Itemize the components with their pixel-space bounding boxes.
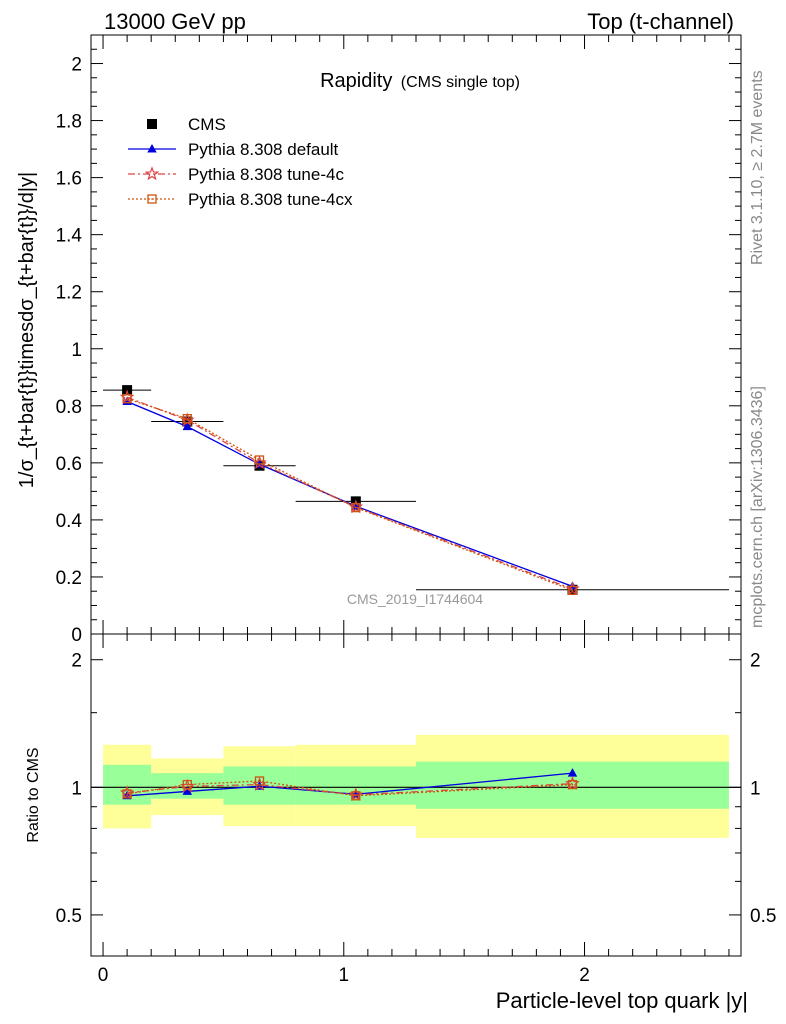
series-point-marker-center xyxy=(186,417,189,420)
ratio-point-marker xyxy=(182,786,193,795)
ratio-point-marker-center xyxy=(258,780,261,782)
x-axis-label: Particle-level top quark |y| xyxy=(496,988,748,1013)
legend-marker xyxy=(147,194,157,204)
ratio-y-tick-label: 2 xyxy=(71,651,82,672)
main-plot-content xyxy=(103,385,729,596)
mcplots-label: mcplots.cern.ch [arXiv:1306.3436] xyxy=(749,386,766,628)
legend-marker xyxy=(147,144,157,153)
ratio-y-tick-label-right: 0.5 xyxy=(750,906,776,927)
series-3 xyxy=(122,394,578,596)
plot-title-sub: (CMS single top) xyxy=(401,74,520,91)
main-y-tick-label: 1.2 xyxy=(56,283,82,304)
legend-item: CMS xyxy=(147,115,226,134)
main-y-tick-label: 0.2 xyxy=(56,568,82,589)
main-y-tick-label: 0.4 xyxy=(56,511,83,532)
ratio-plot-panel: 0.5 0.5 1 1 2 2 0 1 2 Ratio to CMS Particle-lev… xyxy=(25,633,777,1013)
plot-title-main: Rapidity xyxy=(320,70,392,92)
main-y-tick-label: 1.8 xyxy=(56,112,82,133)
main-y-tick-label: 0 xyxy=(71,625,82,646)
ratio-series-2 xyxy=(122,776,578,801)
series-point-marker xyxy=(351,502,361,513)
series-point-marker-center xyxy=(258,459,261,461)
main-y-axis-label: 1/σ_{t+bar{t}}timesdσ_{t+bar{t}}/d|y| xyxy=(16,172,38,488)
ratio-x-tick-label: 2 xyxy=(579,965,590,986)
main-plot-panel: 0 0.2 0.4 0.6 0.8 1 1.2 1.4 1.6 1.8 2 Rapidity (CM… xyxy=(16,34,742,646)
data-point-marker xyxy=(182,416,193,427)
ratio-plot-content xyxy=(91,768,741,802)
header-right: Top (t-channel) xyxy=(587,9,734,34)
series-point-marker xyxy=(122,394,132,404)
ratio-y-axis: 0.5 0.5 1 1 2 2 xyxy=(56,651,777,927)
ratio-point-marker xyxy=(254,776,265,786)
series-point-marker-center xyxy=(571,589,574,592)
legend-label: Pythia 8.308 tune-4cx xyxy=(188,190,353,209)
ratio-x-tick-label: 0 xyxy=(98,965,109,986)
ratio-point-marker xyxy=(351,791,361,801)
plot-title: Rapidity (CMS single top) xyxy=(320,70,520,92)
main-x-ticks xyxy=(102,35,730,634)
legend-label: Pythia 8.308 tune-4c xyxy=(188,165,344,184)
ratio-y-axis-label: Ratio to CMS xyxy=(25,747,42,842)
ratio-point-marker-center xyxy=(186,783,189,786)
series-point-marker xyxy=(254,455,265,465)
main-y-tick-label: 1.4 xyxy=(56,226,83,247)
ratio-point-marker-center xyxy=(571,783,574,786)
series-point-marker-center xyxy=(126,397,128,400)
ratio-inner-band xyxy=(295,766,416,805)
ratio-x-axis: 0 1 2 xyxy=(98,634,730,986)
ratio-y-tick-label: 0.5 xyxy=(56,906,82,927)
rivet-label: Rivet 3.1.10, ≥ 2.7M events xyxy=(749,70,766,265)
legend-label: CMS xyxy=(188,115,226,134)
legend: CMS Pythia 8.308 default Pythia 8.308 tune… xyxy=(128,115,353,209)
ratio-point-marker-center xyxy=(126,793,128,795)
main-y-tick-label: 1.6 xyxy=(56,169,82,190)
ratio-point-marker-center xyxy=(355,795,357,797)
legend-marker-center xyxy=(151,198,153,200)
header-left: 13000 GeV pp xyxy=(104,9,246,34)
series-point-marker xyxy=(182,413,192,424)
legend-item: Pythia 8.308 default xyxy=(128,140,339,159)
ratio-x-tick-label: 1 xyxy=(338,965,349,986)
legend-item: Pythia 8.308 tune-4c xyxy=(128,165,344,184)
analysis-watermark: CMS_2019_I1744604 xyxy=(347,591,483,607)
main-y-tick-label: 1 xyxy=(71,340,82,361)
ratio-point-marker xyxy=(567,779,578,790)
series-line xyxy=(126,400,573,587)
ratio-y-tick-label-right: 1 xyxy=(750,778,761,799)
ratio-y-tick-label: 1 xyxy=(71,778,82,799)
legend-marker xyxy=(144,166,160,181)
ratio-point-marker xyxy=(182,779,192,790)
series-point-marker-center xyxy=(355,506,357,509)
series-point-marker xyxy=(182,421,193,431)
main-y-tick-label: 0.6 xyxy=(56,454,82,475)
legend-label: Pythia 8.308 default xyxy=(188,140,339,159)
legend-item: Pythia 8.308 tune-4cx xyxy=(128,190,353,209)
main-y-tick-label: 0.8 xyxy=(56,397,82,418)
series-point-marker xyxy=(567,585,578,596)
main-y-axis: 0 0.2 0.4 0.6 0.8 1 1.2 1.4 1.6 1.8 2 xyxy=(56,34,741,646)
ratio-point-marker xyxy=(122,789,132,799)
main-y-tick-label: 2 xyxy=(71,55,82,76)
legend-marker xyxy=(147,119,157,129)
ratio-series-line xyxy=(127,783,573,796)
series-0 xyxy=(103,385,729,595)
ratio-y-tick-label-right: 2 xyxy=(750,651,761,672)
series-line xyxy=(126,396,573,590)
ratio-point-marker xyxy=(567,768,578,777)
